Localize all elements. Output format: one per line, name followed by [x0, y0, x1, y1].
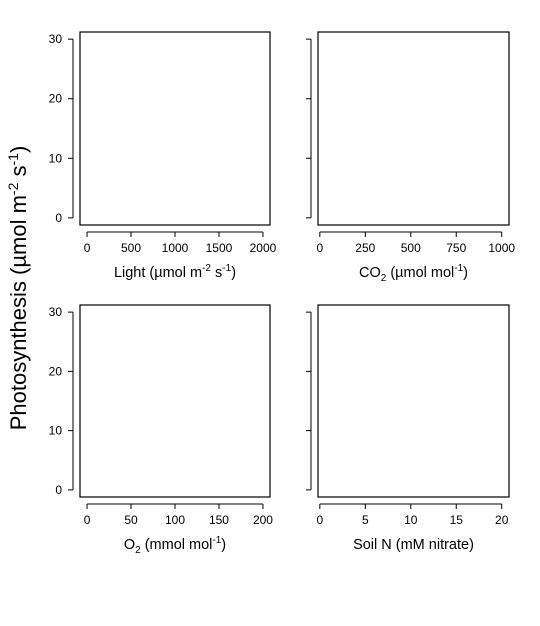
- x-tick-label: 5: [362, 513, 369, 527]
- panel-1: 0 500 1000 1500 2000 0 10 20 30 Light (µmol m-2 s…: [49, 31, 277, 281]
- x-tick-label: 50: [124, 513, 138, 527]
- plot-frame: [317, 31, 510, 226]
- x-axis-title: CO2 (µmol mol-1): [359, 263, 468, 284]
- x-title-superscript: -1: [222, 263, 231, 274]
- x-title-superscript: -2: [202, 263, 211, 274]
- x-title-text: O: [124, 537, 135, 553]
- x-title-text: ): [463, 265, 468, 281]
- x-title-text: Soil N (mM nitrate): [353, 537, 474, 553]
- plot-frame: [317, 304, 510, 498]
- x-tick-label: 15: [450, 513, 464, 527]
- y-tick-label: 10: [49, 424, 63, 438]
- panel-2: 0 250 500 750 1000 CO2 (µmol mol-1): [306, 31, 515, 284]
- x-title-superscript: -1: [454, 263, 463, 274]
- panel-4: 0 5 10 15 20 Soil N (mM nitrate): [306, 304, 510, 553]
- x-axis-title: Light (µmol m-2 s-1): [114, 263, 236, 281]
- x-tick-label: 10: [404, 513, 418, 527]
- x-title-text: (µmol mol: [386, 265, 454, 281]
- x-tick-label: 0: [316, 241, 323, 255]
- plot-frame: [79, 304, 271, 498]
- x-tick-label: 1000: [488, 241, 515, 255]
- y-tick-label: 10: [49, 151, 63, 165]
- x-title-superscript: -1: [212, 535, 221, 546]
- x-tick-label: 750: [446, 241, 466, 255]
- y-title-sup1: -2: [5, 182, 21, 195]
- x-tick-label: 20: [495, 513, 509, 527]
- x-axis-title: O2 (mmol mol-1): [124, 535, 226, 556]
- y-title-sup2: -1: [5, 153, 21, 166]
- x-tick-label: 1500: [206, 241, 233, 255]
- y-tick-label: 30: [49, 305, 63, 319]
- x-tick-label: 500: [401, 241, 421, 255]
- y-title-end: ): [6, 146, 31, 153]
- x-title-subscript: 2: [381, 273, 387, 284]
- x-title-text: ): [221, 537, 226, 553]
- x-tick-label: 500: [121, 241, 141, 255]
- y-tick-label: 0: [55, 483, 62, 497]
- panel-3: 0 50 100 150 200 0 10 20 30 O2 (mmol mol-1): [49, 304, 273, 556]
- x-title-text: (mmol mol: [141, 537, 213, 553]
- x-title-subscript: 2: [135, 545, 141, 556]
- shared-y-axis-title: Photosynthesis (µmol m-2 s-1): [5, 146, 31, 431]
- x-tick-label: 0: [84, 513, 91, 527]
- y-tick-label: 20: [49, 92, 63, 106]
- x-title-text: s: [211, 265, 222, 281]
- x-tick-label: 0: [316, 513, 323, 527]
- x-axis-title: Soil N (mM nitrate): [353, 537, 474, 553]
- y-tick-label: 20: [49, 364, 63, 378]
- x-tick-label: 150: [209, 513, 229, 527]
- x-title-text: CO: [359, 265, 381, 281]
- y-title-mid: s: [6, 166, 31, 183]
- x-tick-label: 0: [84, 241, 91, 255]
- x-tick-label: 1000: [162, 241, 189, 255]
- y-tick-label: 30: [49, 32, 63, 46]
- x-title-text: Light (µmol m: [114, 265, 202, 281]
- y-tick-label: 0: [55, 211, 62, 225]
- x-tick-label: 200: [253, 513, 273, 527]
- x-title-text: ): [231, 265, 236, 281]
- x-tick-label: 2000: [250, 241, 277, 255]
- x-tick-label: 100: [165, 513, 185, 527]
- x-tick-label: 250: [355, 241, 375, 255]
- plot-frame: [79, 31, 271, 226]
- y-title-main: Photosynthesis (µmol m: [6, 195, 31, 430]
